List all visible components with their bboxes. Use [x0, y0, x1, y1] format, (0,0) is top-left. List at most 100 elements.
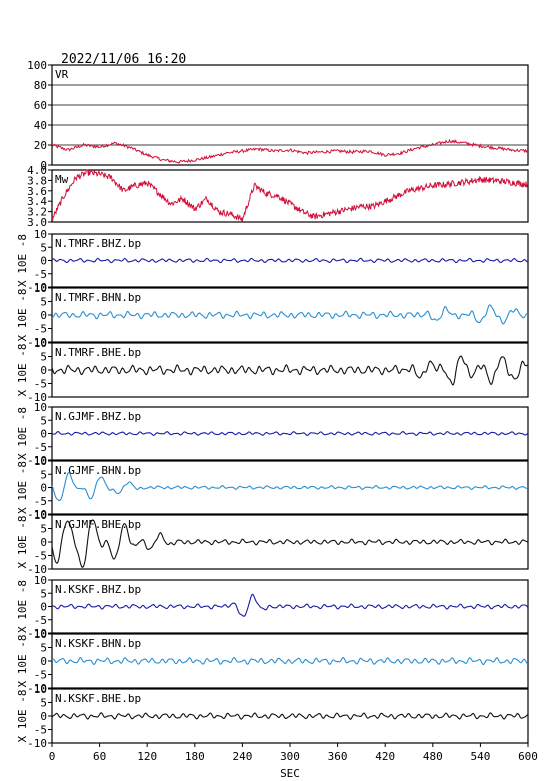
y-tick-label: 3.6 — [27, 185, 47, 198]
y-tick-label: 10 — [34, 628, 47, 641]
y-tick-label: -10 — [27, 737, 47, 750]
x-tick-label: 600 — [518, 750, 538, 763]
y-tick-label: 100 — [27, 59, 47, 72]
y-tick-label: -10 — [27, 391, 47, 404]
timestamp: 2022/11/06 16:20 — [61, 52, 186, 67]
series-line — [51, 471, 529, 502]
y-tick-label: -10 — [27, 563, 47, 576]
y-tick-label: 40 — [34, 119, 47, 132]
y-axis-label: X 10E -8 — [16, 344, 29, 397]
y-tick-label: 0 — [40, 601, 47, 614]
y-tick-label: -5 — [34, 614, 47, 627]
panel-label: Mw — [55, 173, 69, 186]
y-tick-label: -10 — [27, 508, 47, 521]
panel-label: N.GJMF.BHE.bp — [55, 518, 141, 531]
y-tick-label: 0 — [40, 309, 47, 322]
y-tick-label: -10 — [27, 281, 47, 294]
y-tick-label: 10 — [34, 574, 47, 587]
y-tick-label: 0 — [40, 710, 47, 723]
panel-stack: 100806040200VR4.03.83.63.43.23.0Mw1050-5… — [16, 59, 529, 750]
y-tick-label: 3.4 — [27, 195, 47, 208]
y-tick-label: -10 — [27, 454, 47, 467]
y-tick-label: 5 — [40, 296, 47, 309]
y-tick-label: 0 — [40, 255, 47, 268]
y-tick-label: 5 — [40, 241, 47, 254]
panel-vr: 100 80 60 40 20 0 VR — [27, 59, 529, 172]
y-tick-label: -5 — [34, 441, 47, 454]
y-axis-label: X 10E -8 — [16, 289, 29, 342]
y-tick-label: 4.0 — [27, 164, 47, 177]
y-tick-label: 60 — [34, 99, 47, 112]
y-tick-label: -5 — [34, 268, 47, 281]
series-line — [51, 355, 529, 386]
y-tick-label: -5 — [34, 669, 47, 682]
panel-label: N.TMRF.BHE.bp — [55, 346, 141, 359]
y-tick-label: 3.2 — [27, 206, 47, 219]
panel-label: N.TMRF.BHN.bp — [55, 291, 141, 304]
y-tick-label: 5 — [40, 587, 47, 600]
series-line — [51, 138, 528, 164]
y-axis-label: X 10E -8 — [16, 407, 29, 460]
panel-frame — [51, 64, 529, 166]
y-tick-label: 80 — [34, 79, 47, 92]
x-tick-label: 420 — [375, 750, 395, 763]
y-tick-label: 3.0 — [27, 216, 47, 229]
y-tick-label: 5 — [40, 523, 47, 536]
x-axis-label: SEC — [280, 767, 300, 780]
series-line — [51, 593, 529, 617]
panel-label: N.KSKF.BHN.bp — [55, 637, 141, 650]
y-tick-label: 3.8 — [27, 174, 47, 187]
y-tick-label: 0 — [40, 159, 47, 172]
y-axis-label: X 10E -8 — [16, 580, 29, 633]
y-tick-label: 20 — [34, 139, 47, 152]
y-tick-label: 0 — [40, 428, 47, 441]
y-tick-label: -5 — [34, 724, 47, 737]
panel-label: N.GJMF.BHZ.bp — [55, 410, 141, 423]
x-tick-label: 480 — [423, 750, 443, 763]
y-tick-label: -5 — [34, 550, 47, 563]
y-tick-label: 0 — [40, 536, 47, 549]
x-tick-label: 300 — [280, 750, 300, 763]
x-tick-label: 60 — [93, 750, 106, 763]
y-tick-label: -5 — [34, 323, 47, 336]
series-line — [51, 519, 529, 568]
y-tick-label: 10 — [34, 337, 47, 350]
x-axis: 0 60 120 180 240 300 360 420 480 540 600 — [49, 743, 538, 763]
series-line — [51, 169, 528, 222]
panel-label: N.TMRF.BHZ.bp — [55, 237, 141, 250]
y-tick-label: -10 — [27, 627, 47, 640]
y-axis-label: X 10E -8 — [16, 461, 29, 514]
y-tick-label: 5 — [40, 414, 47, 427]
panel-mw: 4.03.83.63.43.23.0 Mw — [27, 164, 529, 229]
y-tick-label: 10 — [34, 401, 47, 414]
y-tick-label: 10 — [34, 282, 47, 295]
x-tick-label: 180 — [185, 750, 205, 763]
x-tick-label: 120 — [137, 750, 157, 763]
series-line — [51, 656, 529, 666]
y-tick-label: 5 — [40, 642, 47, 655]
y-tick-label: -10 — [27, 336, 47, 349]
y-tick-label: 10 — [34, 455, 47, 468]
y-tick-label: -5 — [34, 378, 47, 391]
y-tick-label: 10 — [34, 683, 47, 696]
x-tick-label: 0 — [49, 750, 56, 763]
y-tick-label: 10 — [34, 228, 47, 241]
y-tick-label: 10 — [34, 509, 47, 522]
x-tick-label: 240 — [232, 750, 252, 763]
panel-label: N.KSKF.BHZ.bp — [55, 583, 141, 596]
y-tick-label: 0 — [40, 655, 47, 668]
y-tick-label: -10 — [27, 682, 47, 695]
series-line — [51, 431, 529, 436]
y-axis-label: X 10E -8 — [16, 234, 29, 287]
y-axis-label: X 10E -8 — [16, 516, 29, 569]
y-tick-label: 5 — [40, 697, 47, 710]
panel-label: VR — [55, 68, 69, 81]
